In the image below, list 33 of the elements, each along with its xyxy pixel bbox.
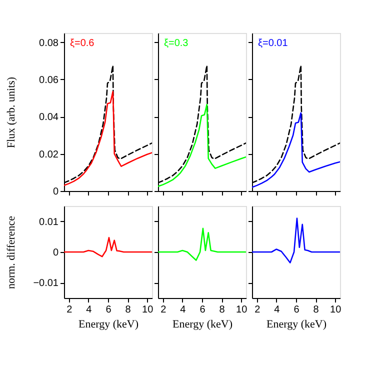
text: ξ=0.3 [164,38,189,49]
x-axis-title: Energy (keV) [172,318,233,330]
y-tick-label: 0 [52,248,59,258]
x-tick-label: 2 [66,304,73,316]
y-axis-title: norm. difference [6,216,18,290]
y-tick-label: −0.01 [33,278,59,290]
x-tick-label: 2 [254,304,261,316]
x-tick-label: 4 [180,304,186,316]
x-axis-title: Energy (keV) [78,318,139,330]
text: ξ=0.6 [70,38,95,49]
x-tick-label: 6 [200,304,206,316]
x-tick-label: 8 [313,304,320,316]
x-tick-label: 8 [125,304,132,316]
x-tick-label: 6 [106,304,112,316]
x-axis-title: Energy (keV) [266,318,327,330]
x-tick-label: 10 [330,304,342,316]
x-tick-label: 6 [294,304,300,316]
y-tick-label: 0.08 [39,38,59,49]
x-tick-label: 2 [160,304,167,316]
x-tick-label: 10 [236,304,248,316]
y-tick-label: 0.01 [39,216,59,228]
line-series [64,90,152,186]
y-axis-title: Flux (arb. units) [6,76,18,148]
x-tick-label: 4 [86,304,92,316]
y-tick-label: 0.02 [39,149,59,160]
x-tick-label: 8 [219,304,226,316]
y-tick-label: 0 [52,186,59,198]
text: ξ=0.01 [258,38,288,49]
x-tick-label: 10 [142,304,154,316]
y-tick-label: 0.06 [39,74,59,86]
x-tick-label: 4 [274,304,280,316]
line-series [64,236,152,258]
y-tick-label: 0.04 [39,112,59,124]
